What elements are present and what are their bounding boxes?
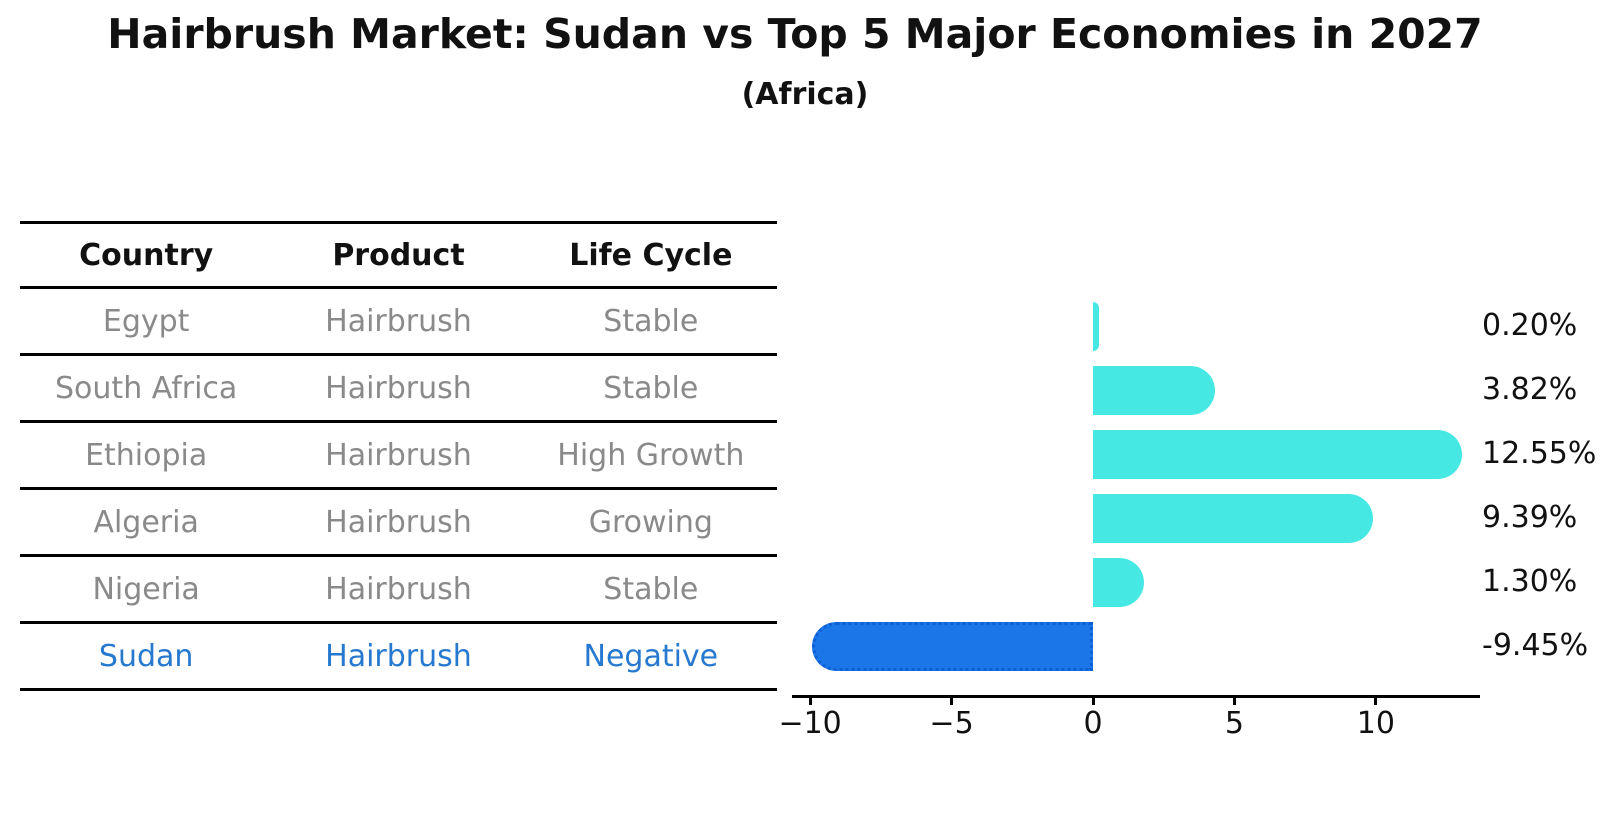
bar-algeria xyxy=(1093,493,1373,543)
bar-nigeria xyxy=(1093,557,1144,607)
country-cell-egypt: Egypt xyxy=(102,303,190,339)
country-cell-south-africa: South Africa xyxy=(55,370,238,406)
table-row-ethiopia: Ethiopia Hairbrush High Growth xyxy=(20,423,777,490)
bar-egypt xyxy=(1093,301,1099,351)
chart-title: Hairbrush Market: Sudan vs Top 5 Major E… xyxy=(107,10,1483,58)
country-cell-ethiopia: Ethiopia xyxy=(85,437,208,473)
value-label-nigeria: 1.30% xyxy=(1482,564,1578,599)
value-label-ethiopia: 12.55% xyxy=(1482,436,1597,471)
value-label-egypt: 0.20% xyxy=(1482,308,1578,343)
table-row-nigeria: Nigeria Hairbrush Stable xyxy=(20,557,777,624)
lifecycle-cell-ethiopia: High Growth xyxy=(557,437,745,473)
value-label-south-africa: 3.82% xyxy=(1482,372,1578,407)
lifecycle-cell-egypt: Stable xyxy=(603,303,699,339)
bar-south-africa xyxy=(1093,365,1216,415)
bar-sudan xyxy=(811,621,1093,671)
product-cell-sudan: Hairbrush xyxy=(325,638,472,674)
table-row-south-africa: South Africa Hairbrush Stable xyxy=(20,356,777,423)
value-label-sudan: -9.45% xyxy=(1482,628,1589,663)
product-cell-algeria: Hairbrush xyxy=(325,504,472,540)
table-body: Egypt Hairbrush Stable South Africa Hairbrus… xyxy=(20,289,777,691)
lifecycle-cell-algeria: Growing xyxy=(588,504,713,540)
x-tick-label--10: −10 xyxy=(778,706,842,741)
column-header-country: Country xyxy=(79,237,214,273)
lifecycle-cell-sudan: Negative xyxy=(583,638,719,674)
column-header-product: Product xyxy=(332,237,465,273)
x-tick-label-5: 5 xyxy=(1224,706,1244,741)
product-cell-ethiopia: Hairbrush xyxy=(325,437,472,473)
x-tick-label-0: 0 xyxy=(1083,706,1103,741)
table-row-sudan: Sudan Hairbrush Negative xyxy=(20,624,777,691)
product-cell-south-africa: Hairbrush xyxy=(325,370,472,406)
chart-subtitle: (Africa) xyxy=(741,77,869,112)
x-tick-mark--10 xyxy=(808,695,812,705)
table-row-algeria: Algeria Hairbrush Growing xyxy=(20,490,777,557)
x-tick-mark-10 xyxy=(1374,695,1378,705)
table-row-egypt: Egypt Hairbrush Stable xyxy=(20,289,777,356)
x-tick-label--5: −5 xyxy=(929,706,974,741)
x-tick-mark-0 xyxy=(1091,695,1095,705)
x-tick-label-10: 10 xyxy=(1356,706,1395,741)
bar-ethiopia xyxy=(1093,429,1463,479)
country-cell-algeria: Algeria xyxy=(93,504,199,540)
product-cell-nigeria: Hairbrush xyxy=(325,571,472,607)
lifecycle-cell-nigeria: Stable xyxy=(603,571,699,607)
country-cell-nigeria: Nigeria xyxy=(92,571,200,607)
x-tick-mark-5 xyxy=(1232,695,1236,705)
country-table: Country Product Life Cycle Egypt Hairbrus… xyxy=(20,221,777,691)
x-tick-mark--5 xyxy=(950,695,954,705)
table-header-row: Country Product Life Cycle xyxy=(20,221,777,289)
bar-plot-area: −10 −5 0 5 10 xyxy=(778,293,1480,741)
product-cell-egypt: Hairbrush xyxy=(325,303,472,339)
value-label-algeria: 9.39% xyxy=(1482,500,1578,535)
country-cell-sudan: Sudan xyxy=(98,638,194,674)
column-header-lifecycle: Life Cycle xyxy=(569,237,733,273)
lifecycle-cell-south-africa: Stable xyxy=(603,370,699,406)
